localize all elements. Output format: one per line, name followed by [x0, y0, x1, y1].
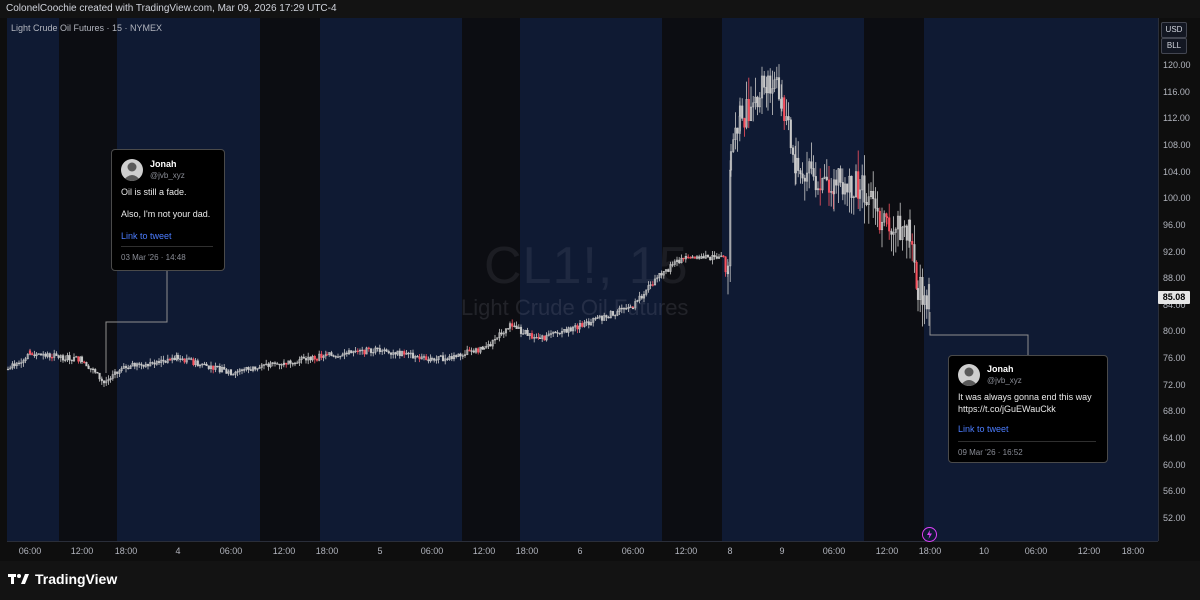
name-watermark: Light Crude Oil Futures — [461, 295, 689, 320]
time-tick-label: 06:00 — [18, 546, 42, 556]
price-tick-label: 96.00 — [1163, 219, 1186, 230]
time-tick-label: 12:00 — [472, 546, 496, 556]
session-band — [662, 18, 722, 541]
tweet-card-2[interactable]: Jonah @jvb_xyz It was always gonna end t… — [948, 355, 1108, 463]
tweet-text-line: Also, I'm not your dad. — [121, 209, 211, 219]
price-tick-label: 116.00 — [1163, 86, 1190, 97]
tradingview-logo[interactable]: TradingView — [8, 571, 117, 587]
time-axis[interactable] — [7, 541, 1158, 562]
time-tick-label: 12:00 — [1077, 546, 1101, 556]
price-axis[interactable] — [1158, 18, 1200, 541]
price-tick-label: 92.00 — [1163, 246, 1186, 257]
time-tick-label: 6 — [577, 546, 583, 556]
time-tick-label: 5 — [377, 546, 383, 556]
time-tick-label: 06:00 — [822, 546, 846, 556]
time-tick-label: 18:00 — [114, 546, 138, 556]
footer-bar — [0, 561, 1200, 600]
time-tick-label: 06:00 — [219, 546, 243, 556]
tweet-link[interactable]: Link to tweet — [958, 424, 1009, 434]
price-tick-label: 108.00 — [1163, 139, 1191, 150]
attribution-bar: ColonelCoochie created with TradingView.… — [0, 0, 1200, 18]
tweet-date: 03 Mar '26 · 14:48 — [121, 253, 186, 262]
price-tick-label: 112.00 — [1163, 113, 1190, 124]
currency-button[interactable]: USD — [1161, 22, 1187, 38]
unit-button[interactable]: BLL — [1161, 38, 1187, 54]
time-tick-label: 12:00 — [70, 546, 94, 556]
time-tick-label: 9 — [779, 546, 785, 556]
avatar — [121, 159, 143, 181]
time-tick-label: 18:00 — [315, 546, 339, 556]
price-tick-label: 80.00 — [1163, 326, 1186, 337]
time-tick-label: 18:00 — [918, 546, 942, 556]
tweet-handle: @jvb_xyz — [150, 171, 185, 180]
price-tick-label: 88.00 — [1163, 273, 1186, 284]
chart-pane[interactable] — [7, 18, 1158, 541]
price-tick-label: 100.00 — [1163, 193, 1191, 204]
tradingview-brand: TradingView — [35, 571, 118, 587]
price-tick-label: 120.00 — [1163, 60, 1191, 70]
time-tick-label: 12:00 — [272, 546, 296, 556]
session-band — [722, 18, 864, 541]
time-tick-label: 18:00 — [1121, 546, 1145, 556]
last-price-label: 85.08 — [1158, 291, 1190, 304]
attribution-text: ColonelCoochie created with TradingView.… — [6, 3, 337, 14]
price-tick-label: 52.00 — [1163, 513, 1186, 523]
time-tick-label: 06:00 — [621, 546, 645, 556]
session-band — [7, 18, 59, 541]
session-band — [59, 18, 117, 541]
tweet-handle: @jvb_xyz — [987, 376, 1022, 385]
tweet-text-line: https://t.co/jGuEWauCkk — [958, 404, 1056, 414]
divider — [121, 246, 213, 247]
symbol-watermark: CL1!, 15 — [484, 237, 689, 295]
price-tick-label: 64.00 — [1163, 433, 1186, 444]
session-band — [320, 18, 462, 541]
session-band — [864, 18, 924, 541]
tweet-link[interactable]: Link to tweet — [121, 231, 172, 241]
time-tick-label: 4 — [175, 546, 181, 556]
session-band — [520, 18, 662, 541]
time-tick-label: 12:00 — [875, 546, 899, 556]
session-band — [260, 18, 320, 541]
tweet-text-line: Oil is still a fade. — [121, 187, 187, 197]
time-tick-label: 18:00 — [515, 546, 539, 556]
price-tick-label: 76.00 — [1163, 353, 1186, 364]
avatar — [958, 364, 980, 386]
price-tick-label: 104.00 — [1163, 166, 1191, 177]
time-tick-label: 10 — [978, 546, 990, 556]
tradingview-logo-icon — [8, 574, 29, 584]
divider — [958, 441, 1096, 442]
price-tick-label: 72.00 — [1163, 379, 1186, 390]
session-band — [462, 18, 520, 541]
session-band — [117, 18, 260, 541]
tweet-card-1[interactable]: Jonah @jvb_xyz Oil is still a fade. Also… — [111, 149, 225, 271]
time-tick-label: 06:00 — [1024, 546, 1048, 556]
price-tick-label: 68.00 — [1163, 406, 1186, 417]
tweet-author: Jonah — [150, 159, 177, 169]
tweet-date: 09 Mar '26 · 16:52 — [958, 448, 1023, 457]
lightning-event-icon[interactable] — [922, 527, 937, 542]
tweet-author: Jonah — [987, 364, 1014, 374]
symbol-legend[interactable]: Light Crude Oil Futures · 15 · NYMEX — [11, 23, 163, 33]
time-tick-label: 8 — [727, 546, 733, 556]
time-tick-label: 06:00 — [420, 546, 444, 556]
price-tick-label: 84.00 — [1163, 299, 1186, 310]
time-tick-label: 12:00 — [674, 546, 698, 556]
tweet-text-line: It was always gonna end this way — [958, 392, 1092, 402]
price-tick-label: 60.00 — [1163, 459, 1186, 470]
price-tick-label: 56.00 — [1163, 486, 1186, 497]
